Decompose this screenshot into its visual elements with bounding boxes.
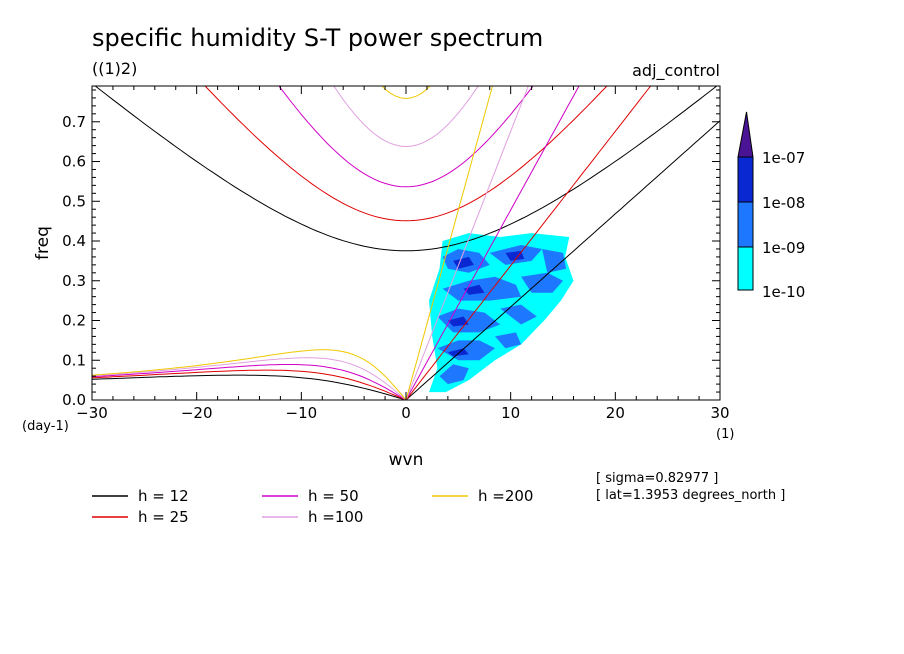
x-tick-label: 0 [401, 404, 411, 422]
x-tick-label: −10 [286, 404, 318, 422]
legend-label: h =200 [478, 487, 533, 505]
x-tick-label: −30 [76, 404, 108, 422]
inertia-gravity-wave-curve [94, 86, 718, 252]
y-tick-label: 0.6 [62, 153, 86, 171]
rossby-wave-curve [92, 369, 407, 400]
inertia-gravity-wave-curve [381, 86, 431, 100]
contour-band-1e-09 [439, 364, 469, 385]
colorbar-label: 1e-09 [762, 239, 805, 257]
experiment-label: adj_control [632, 61, 720, 81]
x-axis-label: wvn [389, 450, 424, 470]
legend: h = 12 h = 25 h = 50 h =100 h =200 [92, 487, 533, 526]
legend-label: h =100 [308, 508, 363, 526]
inertia-gravity-wave-curve [278, 86, 534, 188]
inertia-gravity-wave-curve [204, 86, 608, 222]
inertia-gravity-wave-curve [333, 86, 479, 148]
kelvin-wave-curve [405, 120, 720, 400]
legend-label: h = 12 [138, 487, 189, 505]
colorbar-box [737, 246, 754, 291]
chart-title: specific humidity S-T power spectrum [92, 24, 543, 52]
contour-band-1e-09 [437, 340, 495, 361]
colorbar-box [737, 156, 754, 203]
x-tick-label: 10 [501, 404, 520, 422]
y-unit-label: (day-1) [22, 419, 69, 434]
colorbar-label: 1e-10 [762, 283, 805, 301]
lat-annotation: [ lat=1.3953 degrees_north ] [596, 488, 785, 503]
y-tick-label: 0.1 [62, 351, 86, 369]
kelvin-wave-curve [405, 86, 494, 400]
contour-band-1e-08 [447, 316, 469, 327]
chart-subtitle: ((1)2) [92, 59, 137, 78]
y-tick-label: 0.5 [62, 192, 86, 210]
y-tick-label: 0.4 [62, 232, 86, 250]
x-tick-label: 30 [710, 404, 729, 422]
colorbar-label: 1e-07 [762, 149, 805, 167]
contour-band-1e-09 [542, 249, 567, 273]
rossby-wave-curve [92, 357, 407, 400]
colorbar: 1e-10 1e-09 1e-08 1e-07 [737, 111, 805, 301]
rossby-wave-curve [92, 349, 407, 400]
contour-band-1e-09 [500, 304, 537, 325]
contour-band-1e-08 [463, 284, 485, 295]
kelvin-wave-curve [405, 86, 529, 400]
contour-band-1e-09 [495, 332, 522, 349]
y-tick-label: 0.2 [62, 312, 86, 330]
plot-frame [91, 85, 721, 401]
y-tick-label: 0.3 [62, 272, 86, 290]
legend-label: h = 25 [138, 508, 189, 526]
x-tick-label: 20 [606, 404, 625, 422]
contour-band-1e-08 [447, 348, 469, 357]
y-tick-label: 0.7 [62, 113, 86, 131]
legend-label: h = 50 [308, 487, 359, 505]
x-unit-label: (1) [716, 427, 734, 442]
colorbar-box [737, 201, 754, 248]
sigma-annotation: [ sigma=0.82977 ] [596, 471, 718, 486]
dispersion-curves [92, 86, 720, 400]
x-tick-label: −20 [181, 404, 213, 422]
x-axis: −30 −20 −10 0 10 20 30 [76, 86, 730, 422]
spectrum-contours [429, 233, 574, 393]
y-axis-label: freq [33, 226, 53, 260]
rossby-wave-curve [92, 374, 407, 400]
colorbar-triangle [737, 111, 754, 158]
y-tick-label: 0.0 [62, 391, 86, 409]
rossby-wave-curve [92, 364, 407, 400]
kelvin-wave-curve [405, 86, 652, 400]
colorbar-label: 1e-08 [762, 194, 805, 212]
y-axis: 0.0 0.1 0.2 0.3 0.4 0.5 0.6 0.7 [62, 89, 720, 409]
kelvin-wave-curve [405, 86, 580, 400]
